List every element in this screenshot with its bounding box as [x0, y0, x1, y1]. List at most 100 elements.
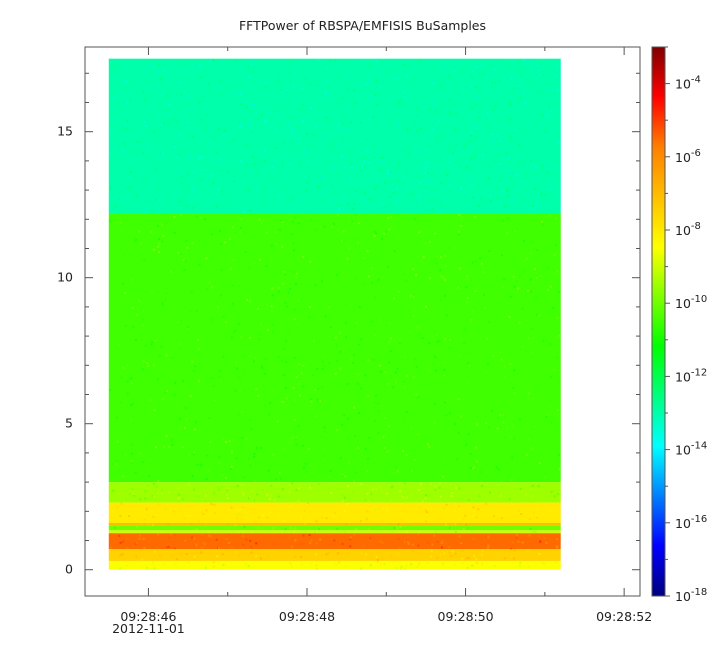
noise-pixel: [470, 131, 473, 134]
noise-pixel: [442, 133, 445, 136]
noise-pixel: [378, 86, 381, 88]
noise-pixel: [521, 161, 524, 164]
noise-pixel: [220, 542, 223, 545]
noise-pixel: [460, 415, 463, 418]
noise-pixel: [315, 567, 318, 570]
noise-pixel: [278, 472, 281, 474]
noise-pixel: [399, 525, 402, 528]
noise-pixel: [475, 103, 478, 106]
noise-pixel: [335, 141, 338, 144]
noise-pixel: [185, 204, 188, 207]
noise-pixel: [144, 162, 147, 165]
noise-pixel: [359, 99, 362, 102]
noise-pixel: [431, 97, 434, 100]
noise-pixel: [195, 528, 198, 531]
noise-pixel: [241, 411, 244, 414]
noise-pixel: [142, 90, 145, 93]
noise-pixel: [143, 547, 146, 550]
noise-pixel: [250, 531, 253, 533]
noise-pixel: [390, 161, 393, 164]
noise-pixel: [203, 234, 206, 237]
noise-pixel: [207, 531, 210, 533]
noise-pixel: [127, 184, 130, 186]
noise-pixel: [200, 547, 203, 550]
noise-pixel: [519, 97, 522, 100]
noise-pixel: [433, 534, 436, 537]
noise-pixel: [512, 275, 515, 278]
noise-pixel: [473, 216, 476, 219]
noise-pixel: [249, 549, 252, 552]
noise-pixel: [548, 342, 551, 345]
noise-pixel: [228, 541, 231, 544]
noise-pixel: [339, 517, 342, 520]
noise-pixel: [385, 230, 388, 233]
noise-pixel: [139, 534, 142, 537]
noise-pixel: [352, 183, 355, 186]
noise-pixel: [165, 435, 168, 438]
noise-pixel: [552, 127, 554, 130]
noise-pixel: [535, 296, 538, 299]
noise-pixel: [360, 140, 363, 143]
noise-pixel: [234, 377, 237, 380]
noise-pixel: [324, 136, 327, 139]
noise-pixel: [486, 363, 489, 366]
noise-pixel: [189, 554, 192, 557]
noise-pixel: [362, 200, 365, 203]
chart-title: FFTPower of RBSPA/EMFISIS BuSamples: [239, 18, 486, 33]
noise-pixel: [251, 549, 254, 552]
noise-pixel: [315, 415, 318, 418]
noise-pixel: [278, 392, 280, 395]
noise-pixel: [203, 170, 206, 173]
noise-pixel: [198, 157, 201, 160]
noise-pixel: [254, 520, 257, 523]
noise-pixel: [355, 213, 358, 216]
noise-pixel: [119, 567, 122, 570]
noise-pixel: [323, 459, 326, 462]
noise-pixel: [241, 511, 244, 514]
noise-pixel: [537, 69, 540, 72]
noise-pixel: [230, 157, 233, 160]
noise-pixel: [435, 136, 438, 139]
noise-pixel: [395, 465, 397, 468]
noise-pixel: [360, 80, 363, 83]
noise-pixel: [154, 339, 157, 342]
noise-pixel: [336, 552, 339, 555]
noise-pixel: [384, 371, 387, 374]
noise-pixel: [382, 287, 385, 290]
noise-pixel: [218, 456, 221, 459]
noise-pixel: [383, 187, 385, 190]
noise-pixel: [245, 538, 248, 541]
noise-pixel: [474, 290, 477, 292]
noise-pixel: [280, 359, 283, 362]
noise-pixel: [112, 92, 114, 95]
noise-pixel: [222, 355, 225, 358]
noise-pixel: [425, 162, 428, 165]
noise-pixel: [402, 91, 405, 94]
noise-pixel: [384, 181, 387, 184]
noise-pixel: [218, 128, 221, 131]
noise-pixel: [523, 58, 526, 61]
noise-pixel: [436, 209, 439, 212]
noise-pixel: [398, 490, 401, 493]
noise-pixel: [143, 120, 146, 123]
noise-pixel: [445, 314, 448, 317]
noise-pixel: [287, 62, 290, 64]
spectrogram-band: [108, 58, 561, 214]
noise-pixel: [304, 523, 307, 526]
noise-pixel: [152, 496, 155, 499]
noise-pixel: [288, 287, 291, 290]
noise-pixel: [119, 514, 122, 517]
noise-pixel: [436, 540, 439, 543]
noise-pixel: [483, 293, 486, 296]
noise-pixel: [264, 82, 267, 85]
noise-pixel: [309, 510, 312, 513]
noise-pixel: [284, 273, 287, 276]
noise-pixel: [442, 276, 444, 279]
noise-pixel: [201, 67, 204, 70]
noise-pixel: [310, 539, 313, 542]
noise-pixel: [531, 447, 534, 450]
noise-pixel: [430, 173, 433, 176]
noise-pixel: [406, 492, 409, 495]
noise-pixel: [455, 269, 458, 272]
